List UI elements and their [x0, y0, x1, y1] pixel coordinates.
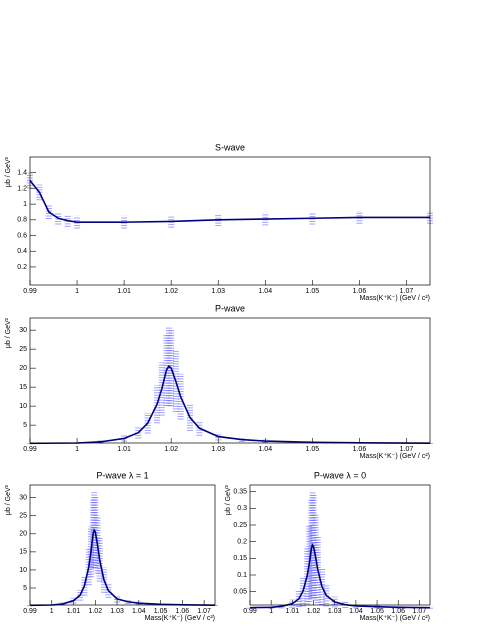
x-tick-label: 0.99 [23, 608, 37, 615]
chart-title: P-wave [215, 303, 245, 313]
chart-title: P-wave λ = 0 [314, 470, 366, 480]
plot-frame [249, 484, 431, 606]
x-tick-label: 1.05 [154, 608, 168, 615]
y-tick-label: 10 [19, 567, 27, 574]
x-tick-label: 1.05 [306, 288, 320, 295]
x-tick-label: 1.01 [67, 608, 81, 615]
x-tick-label: 1.03 [328, 608, 342, 615]
x-tick-label: 1 [269, 608, 273, 615]
y-tick-label: 0.3 [237, 505, 247, 512]
x-tick-label: 0.99 [23, 288, 37, 295]
y-tick-label: 10 [19, 403, 27, 410]
panel: P-wave Mass(K⁺K⁻) (GeV / c²) μb / GeV² 0.99… [5, 303, 433, 460]
y-tick-label: 0.6 [17, 232, 27, 239]
x-tick-label: 1 [75, 288, 79, 295]
x-tick-label: 1.04 [258, 446, 272, 453]
series-line [29, 365, 431, 445]
y-tick-label: 0.1 [237, 572, 247, 579]
x-tick-label: 1.03 [211, 288, 225, 295]
y-tick-label: 30 [19, 327, 27, 334]
y-tick-label: 0.8 [17, 217, 27, 224]
x-tick-label: 1.04 [258, 288, 272, 295]
y-tick-label: 0.2 [237, 539, 247, 546]
x-axis-label: Mass(K⁺K⁻) (GeV / c²) [360, 453, 430, 460]
x-tick-label: 1.02 [164, 446, 178, 453]
plot-frame [29, 317, 431, 444]
y-tick-label: 5 [23, 585, 27, 592]
x-tick-label: 1.03 [211, 446, 225, 453]
x-tick-label: 1.07 [400, 288, 414, 295]
x-tick-label: 1.05 [370, 608, 384, 615]
panel: P-wave λ = 1 Mass(K⁺K⁻) (GeV / c²) μb / Ge… [5, 470, 218, 622]
x-tick-label: 0.99 [243, 608, 257, 615]
x-axis-label: Mass(K⁺K⁻) (GeV / c²) [145, 615, 215, 622]
x-tick-label: 1.07 [400, 446, 414, 453]
y-axis-label: μb / GeV² [5, 484, 12, 515]
y-axis-label: μb / GeV² [5, 156, 12, 187]
x-tick-label: 1.07 [413, 608, 427, 615]
x-tick-label: 1.02 [164, 288, 178, 295]
x-tick-label: 1.04 [132, 608, 146, 615]
panel: S-wave Mass(K⁺K⁻) (GeV / c²) μb / GeV² 0.99… [5, 142, 433, 302]
y-tick-label: 15 [19, 384, 27, 391]
y-tick-label: 25 [19, 513, 27, 520]
y-tick-label: 20 [19, 365, 27, 372]
chart-title: P-wave λ = 1 [96, 470, 148, 480]
plot-frame [29, 156, 431, 286]
y-tick-label: 20 [19, 531, 27, 538]
x-tick-label: 1 [75, 446, 79, 453]
x-tick-label: 1.06 [391, 608, 405, 615]
x-tick-label: 1.01 [117, 446, 131, 453]
x-tick-label: 0.99 [23, 446, 37, 453]
y-tick-label: 0.35 [233, 489, 247, 496]
x-axis-label: Mass(K⁺K⁻) (GeV / c²) [360, 295, 430, 302]
x-tick-label: 1.02 [307, 608, 321, 615]
series-line [249, 543, 431, 609]
series-line [29, 180, 430, 223]
y-tick-label: 5 [23, 422, 27, 429]
x-tick-label: 1.01 [117, 288, 131, 295]
y-tick-label: 15 [19, 549, 27, 556]
y-tick-label: 30 [19, 494, 27, 501]
x-tick-label: 1.01 [286, 608, 300, 615]
y-tick-label: 0.25 [233, 522, 247, 529]
x-tick-label: 1.06 [353, 288, 367, 295]
y-tick-label: 1.2 [17, 185, 27, 192]
x-tick-label: 1.02 [88, 608, 102, 615]
x-tick-label: 1.06 [176, 608, 190, 615]
x-axis-label: Mass(K⁺K⁻) (GeV / c²) [360, 615, 430, 622]
y-tick-label: 1.4 [17, 170, 27, 177]
x-tick-label: 1.04 [349, 608, 363, 615]
panel: P-wave λ = 0 Mass(K⁺K⁻) (GeV / c²) μb / Ge… [225, 470, 433, 622]
x-tick-label: 1.06 [353, 446, 367, 453]
y-tick-label: 0.4 [17, 248, 27, 255]
x-tick-label: 1.03 [110, 608, 124, 615]
x-tick-label: 1 [50, 608, 54, 615]
chart-title: S-wave [215, 142, 245, 152]
y-axis-label: μb / GeV² [225, 484, 232, 515]
y-tick-label: 1 [23, 201, 27, 208]
y-tick-label: 0.05 [233, 589, 247, 596]
y-tick-label: 0.15 [233, 555, 247, 562]
y-axis-label: μb / GeV² [5, 317, 12, 348]
x-tick-label: 1.05 [306, 446, 320, 453]
plot-frame [29, 484, 216, 606]
x-tick-label: 1.07 [197, 608, 211, 615]
series-line [29, 528, 216, 607]
y-tick-label: 25 [19, 346, 27, 353]
y-tick-label: 0.2 [17, 264, 27, 271]
